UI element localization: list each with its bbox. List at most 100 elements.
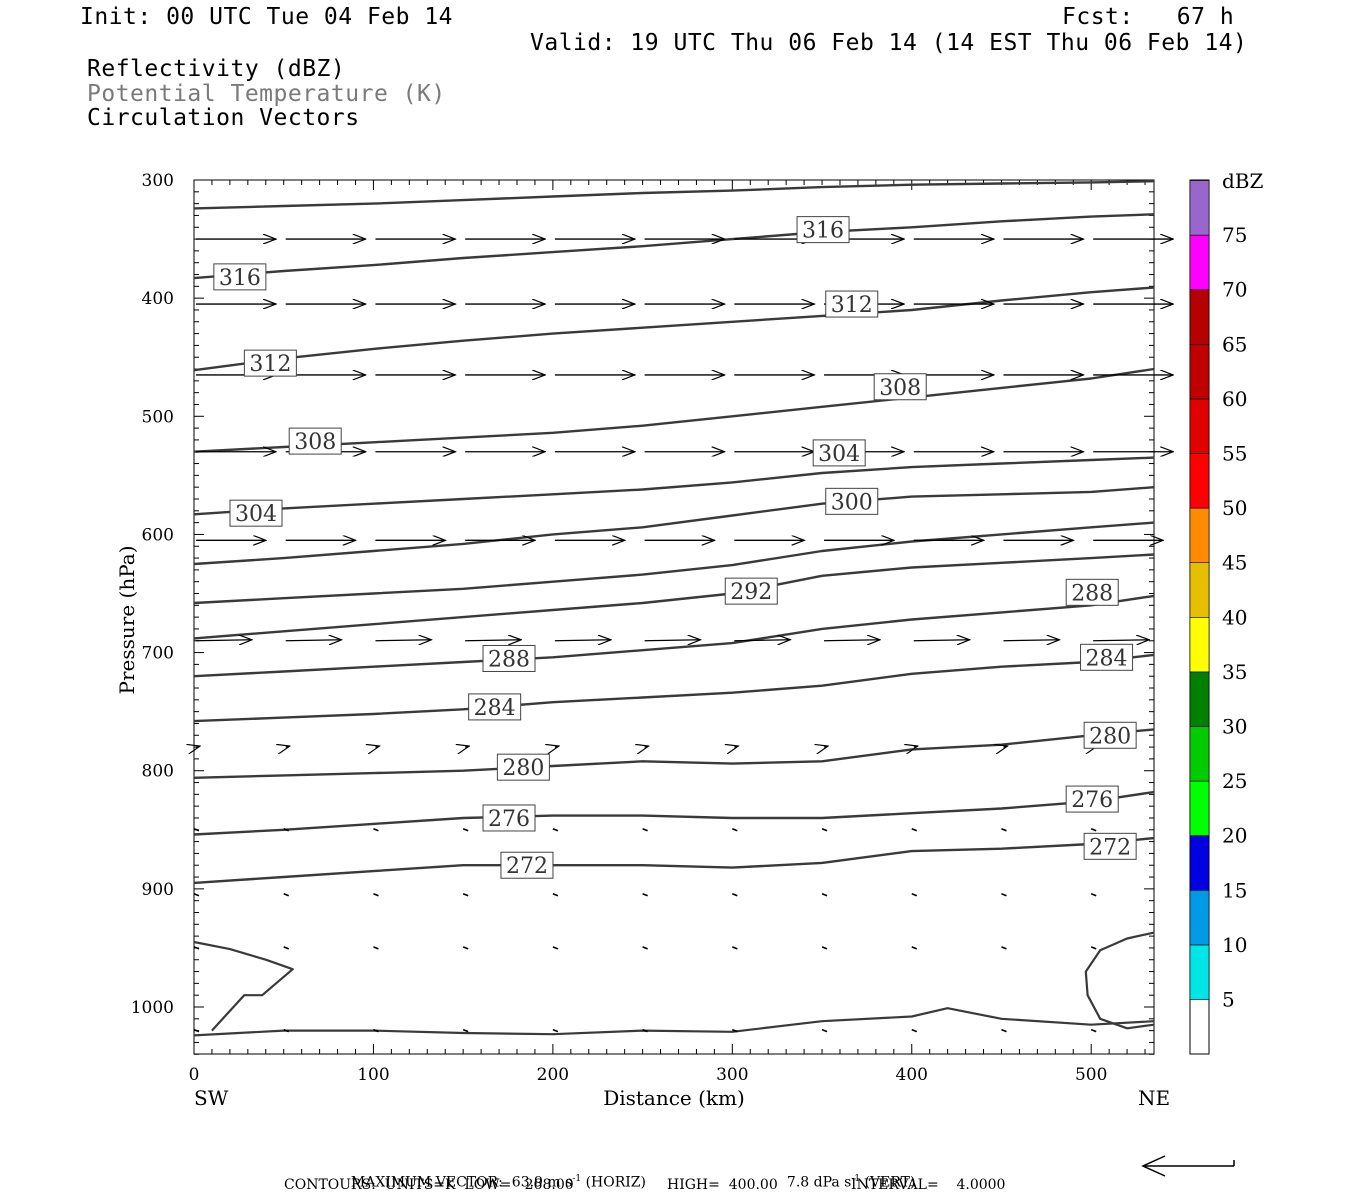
contours-interval: INTERVAL= 4.0000 (851, 1177, 1006, 1193)
contour-label-box (825, 487, 879, 515)
circulation-vector (462, 1028, 469, 1033)
colorbar-label: 30 (1222, 715, 1247, 739)
contour-label: 272 (1089, 835, 1131, 860)
circulation-vector (824, 746, 828, 747)
contour-label: 316 (219, 266, 261, 291)
colorbar-label: 65 (1222, 332, 1247, 356)
circulation-vector (193, 1028, 200, 1033)
circulation-vector (193, 946, 200, 950)
circulation-vector (373, 1028, 379, 1033)
contour-label-box (825, 290, 879, 318)
circulation-vector (1001, 828, 1007, 832)
colorbar-label: 60 (1222, 387, 1247, 411)
circulation-vector (821, 893, 828, 897)
circulation-vector (821, 946, 828, 950)
contour-label: 276 (488, 807, 530, 832)
x-axis-label: Distance (km) (603, 1086, 745, 1110)
colorbar-swatch (1189, 726, 1210, 782)
colorbar-label: 75 (1222, 223, 1247, 247)
max-vector-horiz-tag: (HORIZ) (585, 1174, 646, 1191)
x-end-label-right: NE (1138, 1086, 1170, 1110)
max-vector-vert: 7.8 dPa s-1 (VERT) (778, 1158, 916, 1191)
circulation-vector (462, 946, 469, 950)
circulation-vector (373, 946, 379, 950)
colorbar-swatch (1189, 835, 1210, 891)
x-tick-label: 500 (1075, 1065, 1107, 1085)
circulation-vector (285, 640, 342, 641)
circulation-vector (821, 1028, 828, 1033)
y-tick-label: 300 (142, 171, 174, 191)
colorbar-label: 15 (1222, 878, 1247, 902)
isentrope-272-lower-right (1084, 931, 1155, 1030)
circulation-vector (552, 893, 559, 897)
isentrope-300 (193, 486, 1155, 566)
circulation-vector (911, 828, 918, 832)
circulation-vector (552, 1028, 559, 1033)
contour-label: 292 (730, 580, 772, 605)
y-tick-label: 500 (142, 407, 174, 427)
circulation-vector (1001, 946, 1007, 950)
colorbar-label: 70 (1222, 278, 1247, 302)
contour-label-box (1083, 721, 1137, 749)
colorbar-label: 35 (1222, 660, 1247, 684)
colorbar-swatch (1189, 453, 1210, 509)
max-vector-vert-exp: -1 (851, 1174, 861, 1184)
circulation-vector (193, 828, 200, 832)
circulation-vector (286, 746, 290, 747)
contour-label: 316 (802, 219, 844, 244)
contour-label: 284 (1086, 646, 1128, 671)
max-vector-horiz-exp: -1 (572, 1174, 582, 1184)
colorbar-label: 5 (1222, 988, 1235, 1012)
contour-label-box (496, 753, 550, 781)
circulation-vector (642, 1028, 648, 1033)
circulation-vector (824, 640, 880, 641)
isentrope-312 (193, 286, 1155, 372)
circulation-vector (1093, 640, 1149, 641)
field-potential-temperature: Potential Temperature (K) (87, 81, 446, 107)
circulation-vector (645, 746, 649, 747)
isentrope-304 (193, 456, 1155, 516)
contour-label-box (873, 373, 927, 401)
contour-label-box (500, 851, 554, 879)
contour-label: 284 (474, 696, 516, 721)
circulation-vector (642, 893, 648, 897)
contour-label-box (1080, 643, 1134, 671)
contour-label-box (724, 577, 778, 605)
circulation-vector (552, 828, 559, 832)
circulation-vector (1090, 1028, 1097, 1033)
circulation-vector (642, 946, 648, 950)
contour-label-box (796, 216, 850, 244)
colorbar-swatch (1189, 616, 1210, 673)
contour-label: 312 (249, 352, 291, 377)
init-time: Init: 00 UTC Tue 04 Feb 14 (80, 4, 454, 30)
max-vector-horiz: 63.9 m s (511, 1174, 573, 1191)
colorbar-swatch (1189, 562, 1210, 618)
field-circulation-vectors: Circulation Vectors (87, 105, 360, 131)
contour-label: 280 (1089, 724, 1131, 749)
circulation-vector (462, 828, 469, 832)
circulation-vector (555, 746, 559, 747)
colorbar-swatch (1189, 289, 1210, 345)
circulation-vector (734, 640, 790, 641)
isentrope-284 (193, 653, 1155, 723)
circulation-vector (911, 1028, 918, 1033)
y-tick-label: 700 (142, 644, 174, 664)
circulation-vectors (193, 239, 1173, 1033)
isentrope-272-lower-left (193, 940, 294, 1032)
circulation-vector (1090, 946, 1097, 950)
colorbar-label: 45 (1222, 551, 1247, 575)
colorbar-label: 55 (1222, 442, 1247, 466)
circulation-vector (193, 893, 200, 897)
circulation-vector (462, 893, 469, 897)
max-vector-label: MAXIMUM VECTOR: (350, 1174, 503, 1191)
contour-label: 272 (506, 854, 548, 879)
colorbar-label: 50 (1222, 496, 1247, 520)
circulation-vector (644, 640, 701, 641)
circulation-vector (1003, 746, 1007, 747)
isentrope-288 (193, 594, 1155, 678)
y-tick-label: 1000 (131, 998, 174, 1018)
y-tick-label: 400 (142, 289, 174, 309)
circulation-vector (1003, 640, 1059, 641)
x-end-label-left: SW (194, 1086, 229, 1110)
